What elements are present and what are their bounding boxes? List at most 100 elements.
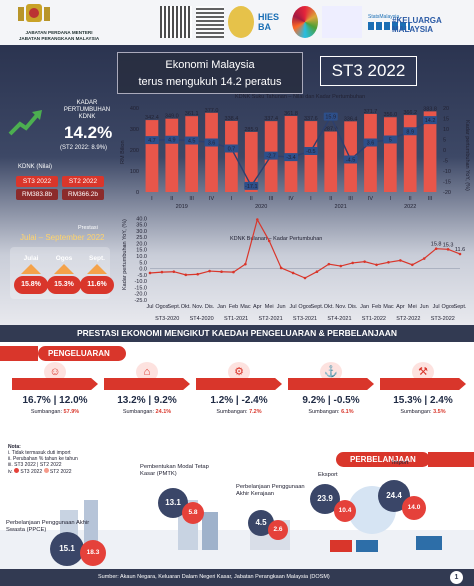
bar-value-label: 349.0 [165,114,179,120]
value-bar [165,118,179,192]
monthly-point [327,262,331,266]
y2-tick-label: 15 [443,117,449,123]
monthly-point [458,252,462,256]
monthly-point [351,261,354,265]
value-bar [324,131,338,192]
sector-sumbangan-row: Sumbangan: 3.5% [380,409,466,415]
bar-value-label: 377.0 [205,108,219,114]
st3-value: RM383.8b [16,189,58,200]
y-tick-label: 200 [130,148,139,154]
quarter-title: ST3 2022 [320,56,417,86]
growth-label: 4.5 [188,139,196,145]
sector-share-change: 2.4% [429,395,453,406]
growth-label: 14.2 [425,118,436,124]
social-icons [368,22,410,30]
sumbangan-label: Sumbangan: [122,409,156,415]
x-tick-label: Dis. [205,304,215,310]
sector-growth: 15.3% [393,395,422,406]
growth-point [343,155,358,164]
year-label: 2021 [335,204,347,210]
y-tick-label: 5.0 [139,260,147,266]
growth-point [363,138,378,147]
separator: | [50,395,60,406]
sector-growth: 16.7% [22,395,51,406]
x-tick-label: II [250,196,254,202]
expenditure-label: Perbelanjaan Penggunaan Akhir Swasta (PP… [6,520,90,533]
x-tick-label: IV [288,196,294,202]
value-bar [244,131,258,192]
month-value: 15.8% [14,276,48,294]
y-tick-label: 400 [130,106,139,112]
bar-value-label: 361.8 [284,111,298,117]
title-box: Ekonomi Malaysia terus mengukuh 14.2 per… [117,52,303,94]
growth-point [423,116,438,125]
monthly-point [220,270,223,274]
monthly-point [208,269,211,273]
footer-bar [0,569,474,586]
monthly-ylabel: Kadar pertumbuhan YoY, (%) [122,219,128,290]
y2-tick-label: -20 [443,190,451,196]
bar-value-label: 383.8 [423,106,437,112]
growth-point [264,151,279,160]
x-tick-label: II [329,196,333,202]
x-tick-label: Feb [372,304,381,310]
nilai-label: KDNK (Nilai) [18,164,53,170]
sector-growth-row: 9.2% | -0.5% [288,395,374,406]
growth-point [383,135,398,144]
growth-label: 0.7 [228,147,236,153]
expenditure-label: Import [392,460,409,466]
x-tick-label: I [390,196,392,202]
sector-card: ⌂Pembuatan13.2% | 9.2%Sumbangan: 24.1% [104,362,190,415]
sumbangan-value: 7.2% [249,409,262,415]
x-tick-label: Sept. [454,304,467,310]
quarterly-ylabel: RM Bilion [120,140,126,164]
monthly-chart: KDNK Bulanan – Kadar Pertumbuhan Kadar pe… [122,216,467,322]
value-bar [304,121,318,192]
x-tick-label: II [409,196,413,202]
x-tick-label: III [269,196,274,202]
expenditure-area: Perbelanjaan Penggunaan Akhir Swasta (PP… [0,460,474,570]
quarterly-chart-title: KDNK Suku Tahunan – Nilai dan Kadar Pert… [235,94,365,100]
x-tick-label: Sept. [167,304,180,310]
growth-point [284,153,298,162]
x-tick-label: Okt. [181,304,192,310]
growth-label: -0.5 [306,149,315,155]
x-tick-label: Jan [217,304,226,310]
monthly-point [446,248,450,251]
factory-icon: ⌂ [136,362,158,382]
monthly-point [244,262,247,266]
growth-label: 8.9 [406,129,414,135]
growth-label: -4.5 [346,157,355,163]
section-title: PRESTASI EKONOMI MENGIKUT KAEDAH PENGELU… [0,325,474,342]
monthly-point [232,270,235,274]
x-tick-label: Mac [383,304,394,310]
monthly-point [172,270,176,274]
x-tick-label: III [428,196,433,202]
growth-point [244,181,259,190]
anniversary-logo [228,6,254,38]
perbelanjaan-tag: PERBELANJAAN [336,452,430,467]
growth-label: 15.9 [325,115,336,121]
monthly-point [160,270,164,274]
sector-growth: 9.2% [302,395,326,406]
growth-label: 3.6 [208,140,216,146]
sector-share-change: 12.0% [59,395,88,406]
quarter-label: ST3-2021 [293,316,317,322]
monthly-point [375,263,378,267]
sector-arrow-bar [12,378,98,390]
sector-growth-row: 16.7% | 12.0% [12,395,98,406]
x-tick-label: I [231,196,233,202]
up-arrow-icon [21,264,41,274]
people-icon: ☺ [44,362,66,382]
sector-growth: 13.2% [117,395,146,406]
monthly-point [422,257,426,260]
x-tick-label: Jul [290,304,297,310]
quarter-label: ST1-2022 [362,316,386,322]
monthly-point [387,260,390,264]
y-tick-label: 15.0 [136,248,147,254]
sumbangan-value: 3.5% [433,409,446,415]
sumbangan-value: 57.9% [63,409,80,415]
y-tick-label: -25.0 [134,298,147,304]
monthly-point [434,247,438,251]
stats-label: StatsMalaysia [368,14,400,20]
